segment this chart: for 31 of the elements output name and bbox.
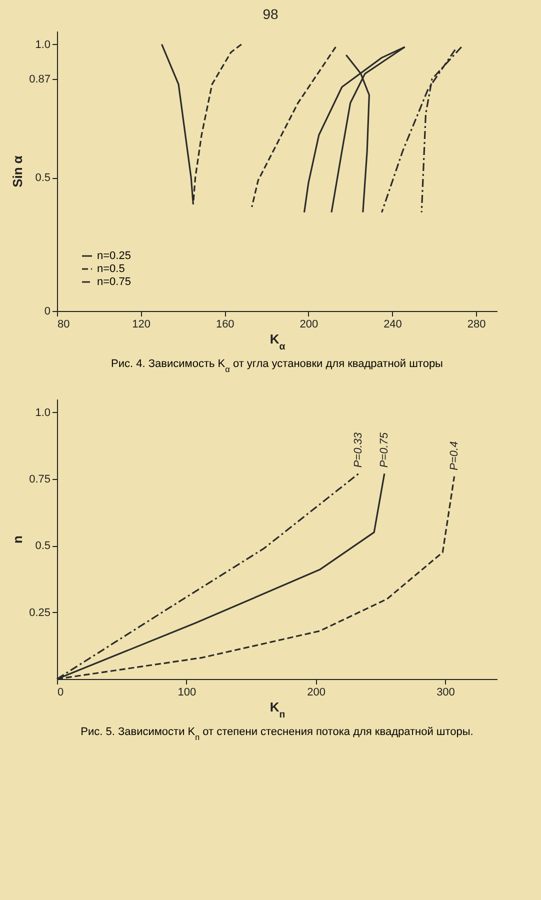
y-axis-title: Sin α xyxy=(10,156,26,188)
x-tick-label: 240 xyxy=(384,318,402,330)
y-tick-label: 1.0 xyxy=(35,38,50,51)
x-tick-label: 0 xyxy=(58,686,64,698)
x-tick-label: 200 xyxy=(300,318,318,330)
x-axis-title: K$_{α}$ xyxy=(270,332,286,352)
y-tick-label: 1.0 xyxy=(35,406,50,419)
text: P=0.33 xyxy=(352,432,365,468)
x-tick-label: 160 xyxy=(216,318,234,330)
y-tick-label: 0.5 xyxy=(35,540,50,552)
x-tick-label: 120 xyxy=(132,318,150,330)
legend-label: n=0.75 xyxy=(97,276,131,288)
legend-label: n=0.25 xyxy=(97,250,131,262)
text: Рис. 5. Зависимости K$_{п}$ от степени стеснения потока для квадратной шторы. xyxy=(80,726,474,742)
x-axis-title: K$_{п}$ xyxy=(270,700,286,720)
x-tick-label: 100 xyxy=(178,686,196,698)
y-tick-label: 0.25 xyxy=(29,606,50,619)
text: Рис. 4. Зависимость K$_{α}$ от угла установки для квадратной шторы xyxy=(111,358,444,374)
text: P=0.75 xyxy=(378,432,390,468)
text: P=0.4 xyxy=(448,441,460,470)
y-axis-title: n xyxy=(10,535,26,544)
y-tick-label: 0 xyxy=(44,306,50,318)
y-tick-label: 0.5 xyxy=(35,172,50,184)
text: 98 xyxy=(262,5,280,22)
legend-label: n=0.5 xyxy=(97,263,125,275)
x-tick-label: 80 xyxy=(58,318,70,330)
x-tick-label: 200 xyxy=(307,686,326,698)
y-tick-label: 0.87 xyxy=(29,74,50,86)
y-tick-label: 0.75 xyxy=(29,474,50,486)
x-tick-label: 300 xyxy=(436,686,455,698)
x-tick-label: 280 xyxy=(467,318,486,330)
